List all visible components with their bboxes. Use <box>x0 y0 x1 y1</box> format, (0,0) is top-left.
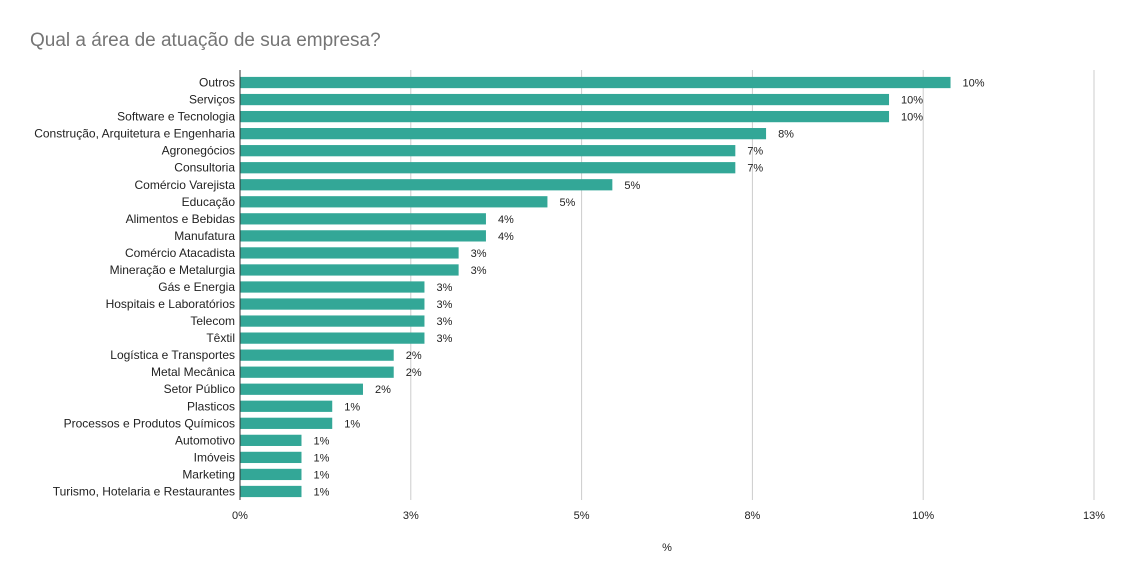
value-label: 1% <box>313 486 329 498</box>
value-label: 8% <box>778 129 794 141</box>
category-label: Processos e Produtos Químicos <box>64 416 235 430</box>
chart-title: Qual a área de atuação de sua empresa? <box>30 30 381 51</box>
category-label: Comércio Atacadista <box>125 246 235 260</box>
bar <box>240 281 425 293</box>
category-label: Software e Tecnologia <box>117 110 235 124</box>
x-tick-label: 5% <box>574 510 590 522</box>
bar <box>240 264 459 276</box>
bar <box>240 468 302 481</box>
bar <box>240 349 394 361</box>
category-label: Marketing <box>182 467 235 481</box>
value-label: 3% <box>471 248 487 260</box>
bar <box>240 434 302 446</box>
category-label: Alimentos e Bebidas <box>126 212 235 226</box>
value-label: 1% <box>344 418 360 430</box>
category-label: Consultoria <box>174 161 235 175</box>
value-label: 1% <box>344 401 360 413</box>
value-label: 4% <box>498 214 514 226</box>
bar <box>240 110 890 123</box>
bar <box>240 383 363 395</box>
category-label: Hospitais e Laboratórios <box>106 297 235 311</box>
bar <box>240 196 548 208</box>
value-label: 10% <box>963 78 985 90</box>
x-tick-label: 3% <box>403 510 419 522</box>
value-label: 2% <box>406 367 422 379</box>
category-label: Gás e Energia <box>158 280 235 294</box>
bar <box>240 417 333 429</box>
value-label: 1% <box>313 452 329 464</box>
bar <box>240 400 333 412</box>
bar <box>240 451 302 464</box>
bar <box>240 366 394 378</box>
value-label: 3% <box>436 316 452 328</box>
value-label: 5% <box>559 197 575 209</box>
category-label: Comércio Varejista <box>135 178 236 192</box>
x-axis-title: % <box>662 542 672 554</box>
category-label: Manufatura <box>174 229 235 243</box>
category-label: Metal Mecânica <box>151 365 235 379</box>
bar <box>240 145 736 157</box>
value-label: 2% <box>375 384 391 396</box>
category-label: Outros <box>199 76 235 90</box>
value-label: 5% <box>624 180 640 192</box>
value-label: 4% <box>498 231 514 243</box>
bar <box>240 162 736 174</box>
value-label: 10% <box>901 95 923 107</box>
category-label: Mineração e Metalurgia <box>110 263 236 277</box>
value-label: 3% <box>471 265 487 277</box>
labels: 0% 3% 5% 8% 10% 13% Outros 10% Serviços 10% Softwa… <box>34 76 1105 522</box>
value-label: 7% <box>747 146 763 158</box>
bar <box>240 315 425 327</box>
value-label: 1% <box>313 469 329 481</box>
bar <box>240 213 486 225</box>
category-label: Construção, Arquitetura e Engenharia <box>34 127 235 141</box>
value-label: 1% <box>313 435 329 447</box>
category-label: Têxtil <box>206 331 235 345</box>
category-label: Setor Público <box>164 382 236 396</box>
category-label: Serviços <box>189 93 235 107</box>
value-label: 10% <box>901 112 923 124</box>
value-label: 2% <box>406 350 422 362</box>
value-label: 3% <box>436 299 452 311</box>
x-tick-label: 13% <box>1083 510 1105 522</box>
x-tick-label: 0% <box>232 510 248 522</box>
value-label: 3% <box>436 282 452 294</box>
category-label: Automotivo <box>175 433 235 447</box>
value-label: 3% <box>436 333 452 345</box>
bar <box>240 179 613 191</box>
bar <box>240 247 459 259</box>
value-label: 7% <box>747 163 763 175</box>
category-label: Agronegócios <box>162 144 235 158</box>
bars <box>240 76 951 498</box>
category-label: Turismo, Hotelaria e Restaurantes <box>53 484 235 498</box>
bar <box>240 298 425 310</box>
bar <box>240 128 767 140</box>
category-label: Educação <box>182 195 236 209</box>
bar <box>240 332 425 344</box>
x-tick-label: 8% <box>744 510 760 522</box>
category-label: Logística e Transportes <box>110 348 235 362</box>
category-label: Plasticos <box>187 399 235 413</box>
x-tick-label: 10% <box>912 510 934 522</box>
bar <box>240 76 951 89</box>
bar <box>240 230 486 242</box>
bar <box>240 485 302 498</box>
category-label: Telecom <box>190 314 235 328</box>
bar <box>240 93 890 106</box>
category-label: Imóveis <box>194 450 235 464</box>
